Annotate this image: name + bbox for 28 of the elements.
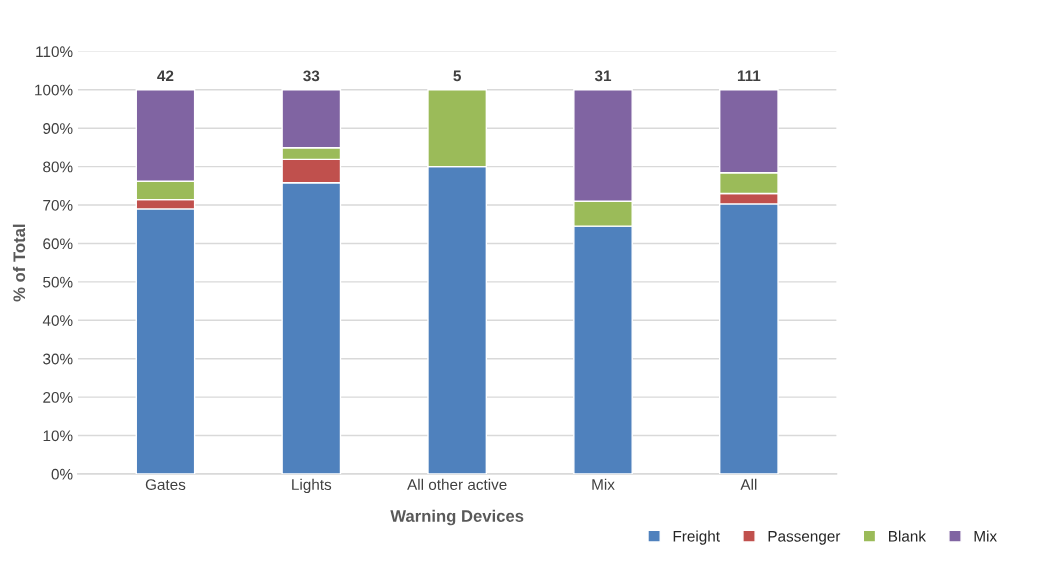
x-tick-label: All other active bbox=[407, 478, 507, 491]
y-tick-label: 110% bbox=[36, 46, 73, 58]
y-tick-label: 30% bbox=[43, 353, 73, 365]
annotation: 42 bbox=[157, 70, 174, 82]
legend-label: Freight bbox=[673, 530, 720, 545]
annotation: 31 bbox=[594, 70, 612, 82]
y-tick-label: 40% bbox=[42, 315, 73, 326]
x-axis-title: Warning Devices bbox=[390, 509, 524, 526]
y-tick-label: 80% bbox=[43, 161, 73, 173]
y-tick-label: 90% bbox=[43, 123, 73, 134]
annotation: 33 bbox=[303, 70, 320, 82]
legend-label: Passenger bbox=[768, 531, 841, 545]
legend-label: Blank bbox=[889, 530, 926, 542]
legend-label: Mix bbox=[974, 530, 997, 542]
x-tick-label: All bbox=[740, 478, 757, 490]
annotation: 111 bbox=[737, 70, 761, 82]
y-tick-label: 70% bbox=[43, 199, 73, 211]
x-tick-label: Lights bbox=[292, 478, 332, 494]
annotation: 5 bbox=[453, 70, 461, 82]
x-tick-label: Gates bbox=[145, 479, 186, 491]
y-tick-label: 60% bbox=[43, 238, 73, 250]
y-tick-label: 50% bbox=[43, 276, 73, 288]
y-tick-label: 10% bbox=[43, 430, 73, 442]
y-tick-label: 100% bbox=[35, 84, 73, 96]
y-tick-label: 20% bbox=[43, 391, 73, 403]
x-tick-label: Mix bbox=[592, 478, 615, 490]
y-tick-label: 0% bbox=[51, 468, 73, 480]
y-axis-title: % of Total bbox=[12, 224, 26, 302]
